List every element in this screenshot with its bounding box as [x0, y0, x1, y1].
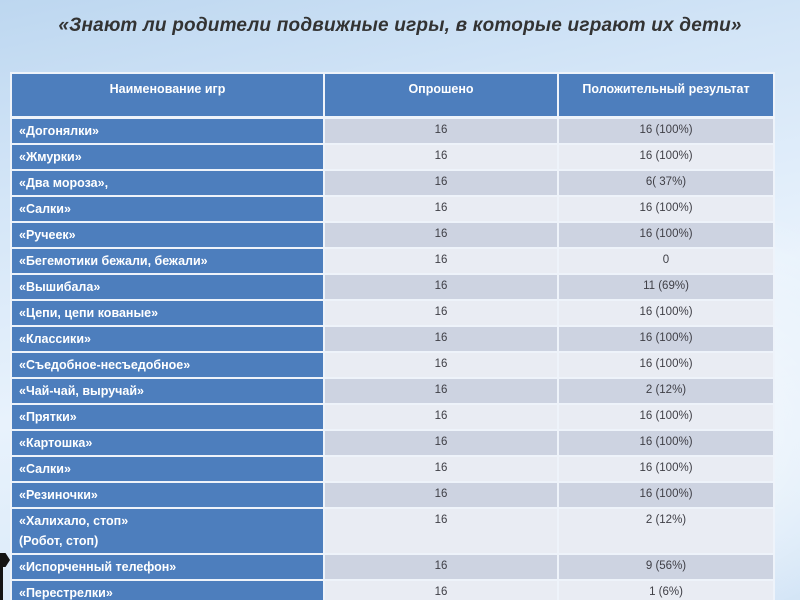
table-row: «Вышибала» 16 11 (69%) [10, 272, 775, 301]
surveyed-count-cell: 16 [323, 402, 559, 431]
positive-result-cell: 16 (100%) [557, 116, 775, 145]
positive-result-cell: 1 (6%) [557, 578, 775, 600]
positive-result-cell: 2 (12%) [557, 506, 775, 555]
positive-result-cell: 16 (100%) [557, 220, 775, 249]
table-row: «Чай-чай, выручай» 16 2 (12%) [10, 376, 775, 405]
surveyed-count-cell: 16 [323, 142, 559, 171]
game-name-cell: «Салки» [10, 194, 325, 223]
column-header-positive-result: Положительный результат [557, 72, 775, 119]
positive-result-cell: 16 (100%) [557, 480, 775, 509]
positive-result-cell: 9 (56%) [557, 552, 775, 581]
game-name-cell: «Классики» [10, 324, 325, 353]
positive-result-cell: 6( 37%) [557, 168, 775, 197]
game-name-cell: «Салки» [10, 454, 325, 483]
table-row: «Салки» 16 16 (100%) [10, 194, 775, 223]
game-name-cell: «Прятки» [10, 402, 325, 431]
game-name-cell: «Ручеек» [10, 220, 325, 249]
table-row: «Два мороза», 16 6( 37%) [10, 168, 775, 197]
surveyed-count-cell: 16 [323, 194, 559, 223]
game-name-cell: «Догонялки» [10, 116, 325, 145]
game-name-cell: «Два мороза», [10, 168, 325, 197]
table-row: «Прятки» 16 16 (100%) [10, 402, 775, 431]
survey-results-table: Наименование игр Опрошено Положительный … [10, 72, 775, 600]
surveyed-count-cell: 16 [323, 552, 559, 581]
surveyed-count-cell: 16 [323, 350, 559, 379]
surveyed-count-cell: 16 [323, 116, 559, 145]
positive-result-cell: 0 [557, 246, 775, 275]
column-header-surveyed: Опрошено [323, 72, 559, 119]
table-row: «Перестрелки» 16 1 (6%) [10, 578, 775, 600]
positive-result-cell: 16 (100%) [557, 298, 775, 327]
positive-result-cell: 16 (100%) [557, 142, 775, 171]
table-body: «Догонялки» 16 16 (100%) «Жмурки» 16 16 (100%… [10, 116, 775, 600]
table-row: «Съедобное-несъедобное» 16 16 (100%) [10, 350, 775, 379]
table-row: «Догонялки» 16 16 (100%) [10, 116, 775, 145]
positive-result-cell: 16 (100%) [557, 350, 775, 379]
table-row: «Халихало, стоп» (Робот, стоп) 16 2 (12%) [10, 506, 775, 555]
black-arrow-marker-icon [0, 553, 10, 567]
column-header-game-name: Наименование игр [10, 72, 325, 119]
surveyed-count-cell: 16 [323, 578, 559, 600]
black-edge-strip [0, 560, 3, 600]
positive-result-cell: 16 (100%) [557, 428, 775, 457]
table-header-row: Наименование игр Опрошено Положительный … [10, 72, 775, 119]
surveyed-count-cell: 16 [323, 298, 559, 327]
table-row: «Испорченный телефон» 16 9 (56%) [10, 552, 775, 581]
game-name-cell: «Бегемотики бежали, бежали» [10, 246, 325, 275]
table-row: «Резиночки» 16 16 (100%) [10, 480, 775, 509]
surveyed-count-cell: 16 [323, 168, 559, 197]
positive-result-cell: 16 (100%) [557, 454, 775, 483]
table-row: «Жмурки» 16 16 (100%) [10, 142, 775, 171]
table-row: «Бегемотики бежали, бежали» 16 0 [10, 246, 775, 275]
positive-result-cell: 2 (12%) [557, 376, 775, 405]
table-row: «Классики» 16 16 (100%) [10, 324, 775, 353]
positive-result-cell: 16 (100%) [557, 194, 775, 223]
game-name-cell: «Картошка» [10, 428, 325, 457]
game-name-cell: «Вышибала» [10, 272, 325, 301]
table-row: «Ручеек» 16 16 (100%) [10, 220, 775, 249]
game-name-cell: «Халихало, стоп» (Робот, стоп) [10, 506, 325, 555]
surveyed-count-cell: 16 [323, 324, 559, 353]
table-row: «Цепи, цепи кованые» 16 16 (100%) [10, 298, 775, 327]
surveyed-count-cell: 16 [323, 376, 559, 405]
positive-result-cell: 11 (69%) [557, 272, 775, 301]
surveyed-count-cell: 16 [323, 272, 559, 301]
game-name-cell: «Цепи, цепи кованые» [10, 298, 325, 327]
game-name-cell: «Съедобное-несъедобное» [10, 350, 325, 379]
surveyed-count-cell: 16 [323, 428, 559, 457]
game-name-cell: «Испорченный телефон» [10, 552, 325, 581]
surveyed-count-cell: 16 [323, 246, 559, 275]
table-row: «Салки» 16 16 (100%) [10, 454, 775, 483]
surveyed-count-cell: 16 [323, 480, 559, 509]
game-name-cell: «Чай-чай, выручай» [10, 376, 325, 405]
positive-result-cell: 16 (100%) [557, 324, 775, 353]
slide-title: «Знают ли родители подвижные игры, в кот… [58, 15, 742, 36]
game-name-cell: «Перестрелки» [10, 578, 325, 600]
table-row: «Картошка» 16 16 (100%) [10, 428, 775, 457]
game-name-cell: «Резиночки» [10, 480, 325, 509]
positive-result-cell: 16 (100%) [557, 402, 775, 431]
surveyed-count-cell: 16 [323, 220, 559, 249]
game-name-cell: «Жмурки» [10, 142, 325, 171]
surveyed-count-cell: 16 [323, 454, 559, 483]
surveyed-count-cell: 16 [323, 506, 559, 555]
